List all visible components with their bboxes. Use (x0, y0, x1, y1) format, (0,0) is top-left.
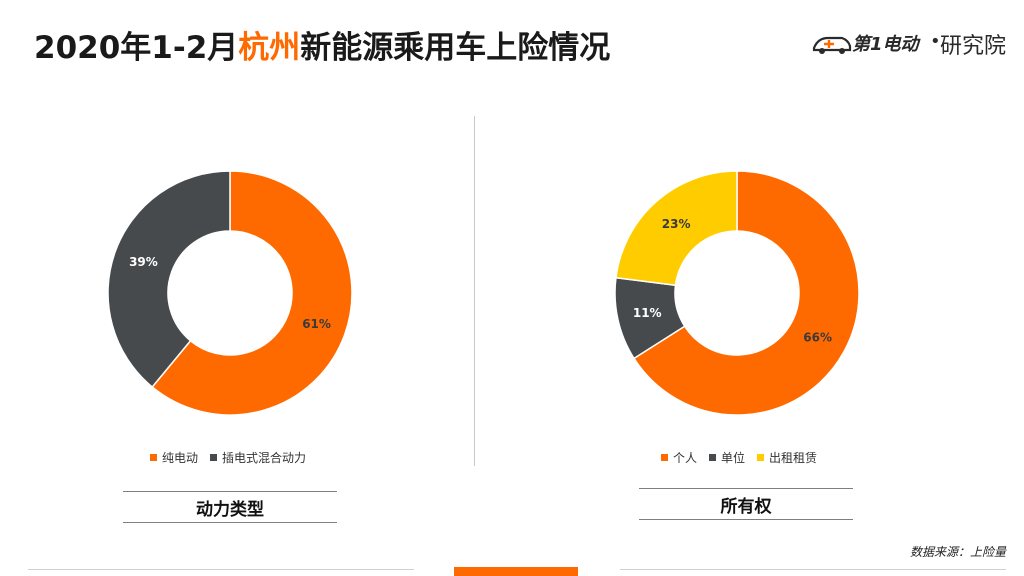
donut-slice-0 (632, 170, 860, 416)
legend-swatch (757, 453, 765, 461)
slice-label-0: 66% (803, 330, 832, 344)
car-logo-icon (812, 36, 852, 54)
legend-swatch (709, 453, 717, 461)
slice-label-2: 23% (662, 217, 691, 231)
legend-label: 插电式混合动力 (222, 450, 307, 465)
legend-swatch (210, 453, 218, 461)
legend-item: 插电式混合动力 (210, 449, 306, 466)
donut-slice-1 (107, 170, 231, 389)
legend-item: 出租租赁 (757, 449, 817, 466)
title-suffix: 新能源乘用车上险情况 (300, 30, 611, 66)
legend-swatch (150, 453, 157, 461)
legend-label: 个人 (673, 450, 698, 465)
ownership-donut-chart: 66% 11% 23% (614, 170, 860, 416)
logo-institute: 研究院 (940, 34, 1007, 59)
power-type-caption: 动力类型 (123, 491, 337, 523)
logo-dot: • (930, 31, 941, 52)
page-title: 2020年1-2月杭州新能源乘用车上险情况 (34, 22, 610, 67)
donut-slice-0 (151, 170, 353, 416)
legend-item: 单位 (709, 449, 745, 466)
vertical-divider (474, 116, 475, 466)
ownership-legend: 个人 单位 出租租赁 (661, 448, 829, 466)
power-type-donut-chart: 61% 39% (107, 170, 353, 416)
slice-label-1: 11% (633, 306, 662, 320)
power-type-legend: 纯电动 插电式混合动力 (150, 448, 318, 466)
legend-swatch (661, 453, 668, 461)
ownership-caption: 所有权 (639, 488, 853, 520)
donut-slice-2 (615, 170, 738, 287)
legend-label: 出租租赁 (769, 450, 818, 465)
legend-label: 单位 (721, 450, 746, 465)
bottom-accent-bar (454, 567, 578, 576)
legend-label: 纯电动 (162, 450, 199, 465)
logo: 第1电动 • 研究院 (812, 28, 1016, 62)
bottom-rule-right (620, 569, 1006, 570)
title-prefix: 2020年1-2月 (34, 30, 239, 66)
data-source-note: 数据来源：上险量 (909, 545, 1006, 559)
slice-label-0: 61% (302, 317, 331, 331)
title-highlight: 杭州 (238, 30, 301, 66)
logo-brand: 第1电动 (852, 34, 919, 55)
legend-item: 纯电动 (150, 449, 198, 466)
slice-label-1: 39% (129, 255, 158, 269)
legend-item: 个人 (661, 449, 697, 466)
bottom-rule-left (28, 569, 414, 570)
